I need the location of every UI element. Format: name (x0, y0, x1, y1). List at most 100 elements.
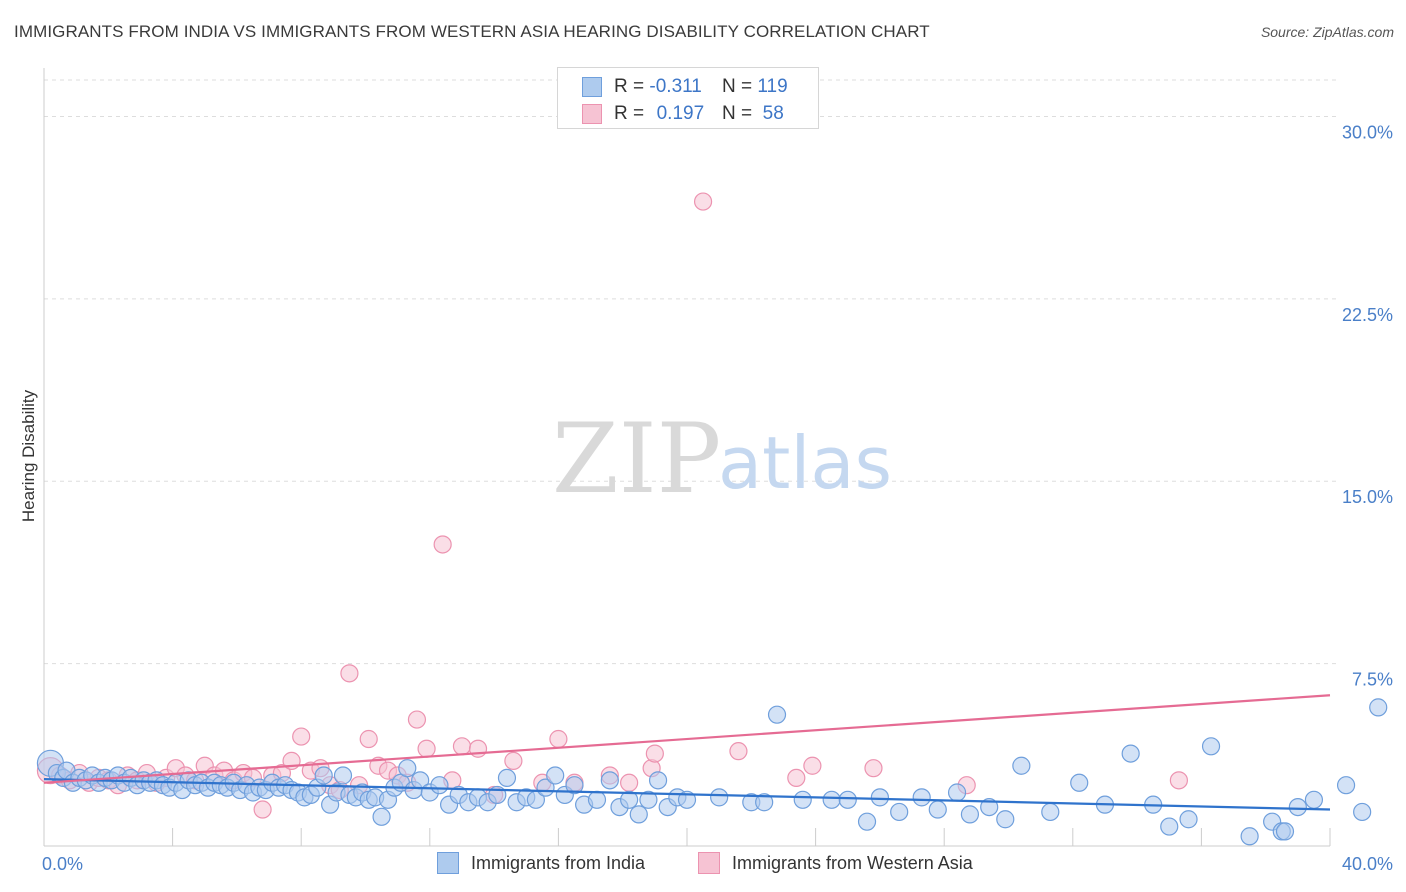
legend-row-india: R = -0.311 N = 119 (582, 74, 788, 100)
data-point-western-asia (729, 742, 748, 761)
data-point-western-asia (620, 773, 639, 792)
legend-item-western-asia: Immigrants from Western Asia (698, 852, 973, 874)
legend-label-india: Immigrants from India (471, 852, 646, 873)
data-point-india (1201, 737, 1221, 756)
data-point-india (620, 790, 639, 809)
data-point-western-asia (803, 756, 822, 775)
legend-r-label: R = (614, 76, 645, 97)
legend-n-value: 119 (757, 76, 788, 97)
data-point-india (1160, 817, 1179, 836)
legend-n-value: 58 (762, 103, 784, 124)
data-point-western-asia (504, 751, 523, 770)
legend-r-value: 0.197 (656, 103, 705, 124)
data-point-india (767, 705, 787, 724)
data-point-india (793, 790, 812, 809)
data-point-western-asia (407, 710, 427, 729)
legend-r-value: -0.311 (649, 76, 702, 97)
legend-swatch-western-asia (698, 852, 720, 874)
data-point-western-asia (452, 737, 472, 756)
series-legend: Immigrants from India Immigrants from We… (0, 852, 1406, 878)
tick-labels: 7.5% 15.0% 22.5% 30.0% 0.0% 40.0% (42, 122, 1393, 874)
data-point-india (677, 790, 697, 809)
x-tick-label: 0.0% (42, 854, 83, 874)
data-point-india (546, 766, 565, 785)
legend-n-label: N = (721, 76, 753, 97)
watermark-zip: ZIP (552, 403, 721, 515)
data-point-india (333, 766, 353, 785)
data-point-india (497, 768, 517, 788)
data-point-india (648, 771, 668, 790)
trend-line-india (43, 778, 1331, 811)
legend-item-india: Immigrants from India (437, 852, 645, 874)
chart-title: IMMIGRANTS FROM INDIA VS IMMIGRANTS FROM… (14, 22, 930, 41)
data-point-western-asia (787, 768, 806, 788)
data-point-india (1369, 698, 1388, 717)
y-tick-label: 30.0% (1342, 122, 1393, 142)
data-point-india (912, 788, 931, 807)
data-point-india (1275, 822, 1295, 841)
y-axis-title: Hearing Disability (19, 389, 38, 522)
data-point-india (565, 776, 584, 795)
data-point-india (890, 802, 909, 822)
data-point-india (430, 776, 449, 795)
data-point-india (629, 805, 648, 824)
legend-n-label: N = (721, 103, 753, 124)
data-point-western-asia (292, 727, 311, 746)
data-point-india (1070, 773, 1089, 792)
data-point-india (822, 790, 841, 809)
data-point-india (996, 810, 1015, 829)
data-point-india (1336, 776, 1356, 795)
watermark-atlas: atlas (718, 421, 892, 505)
y-tick-label: 7.5% (1352, 670, 1393, 690)
axes (43, 68, 1331, 847)
data-point-india (857, 812, 877, 831)
y-tick-label: 22.5% (1342, 305, 1393, 325)
data-point-western-asia (864, 759, 883, 778)
legend-row-western-asia: R = 0.197 N = 58 (582, 101, 784, 127)
source-label: Source: ZipAtlas.com (1260, 24, 1394, 40)
legend-label-western-asia: Immigrants from Western Asia (732, 852, 973, 873)
data-point-india (587, 790, 607, 809)
data-point-india (755, 793, 774, 812)
data-point-india (1121, 744, 1140, 763)
data-point-western-asia (417, 739, 436, 758)
data-point-western-asia (645, 744, 664, 763)
data-point-india (314, 766, 333, 785)
trend-line-western-asia (43, 694, 1331, 784)
legend-swatch-western-asia (582, 104, 602, 124)
data-point-india (1041, 802, 1060, 822)
data-point-india (710, 788, 729, 807)
legend-swatch-india (582, 77, 602, 97)
correlation-legend: R = -0.311 N = 119 R = 0.197 N = 58 (557, 67, 819, 129)
data-point-india (1304, 790, 1324, 809)
data-point-india (928, 800, 947, 819)
data-point-india (600, 771, 619, 790)
data-point-india (980, 797, 999, 817)
y-tick-label: 15.0% (1342, 487, 1393, 507)
data-point-india (1288, 797, 1307, 817)
data-point-western-asia (340, 664, 359, 683)
data-point-india (947, 783, 967, 802)
data-point-india (838, 790, 857, 809)
data-point-india (639, 790, 658, 809)
data-point-india (372, 807, 391, 826)
data-point-india (960, 805, 980, 824)
data-point-western-asia (253, 800, 272, 819)
data-point-western-asia (1169, 771, 1188, 790)
grid-lines (44, 79, 1336, 665)
data-point-india (1353, 802, 1372, 822)
data-point-western-asia (549, 729, 568, 749)
data-point-india (398, 759, 417, 778)
legend-r-label: R = (614, 103, 645, 124)
trend-lines (43, 694, 1331, 811)
data-point-india (1179, 810, 1198, 829)
data-point-india (1012, 756, 1031, 775)
data-point-western-asia (433, 535, 452, 554)
legend-swatch-india (437, 852, 459, 874)
data-point-western-asia (359, 729, 378, 749)
x-tick-label: 40.0% (1342, 854, 1393, 874)
data-point-western-asia (693, 192, 713, 211)
data-point-india (1240, 827, 1259, 846)
data-point-india (870, 788, 890, 807)
